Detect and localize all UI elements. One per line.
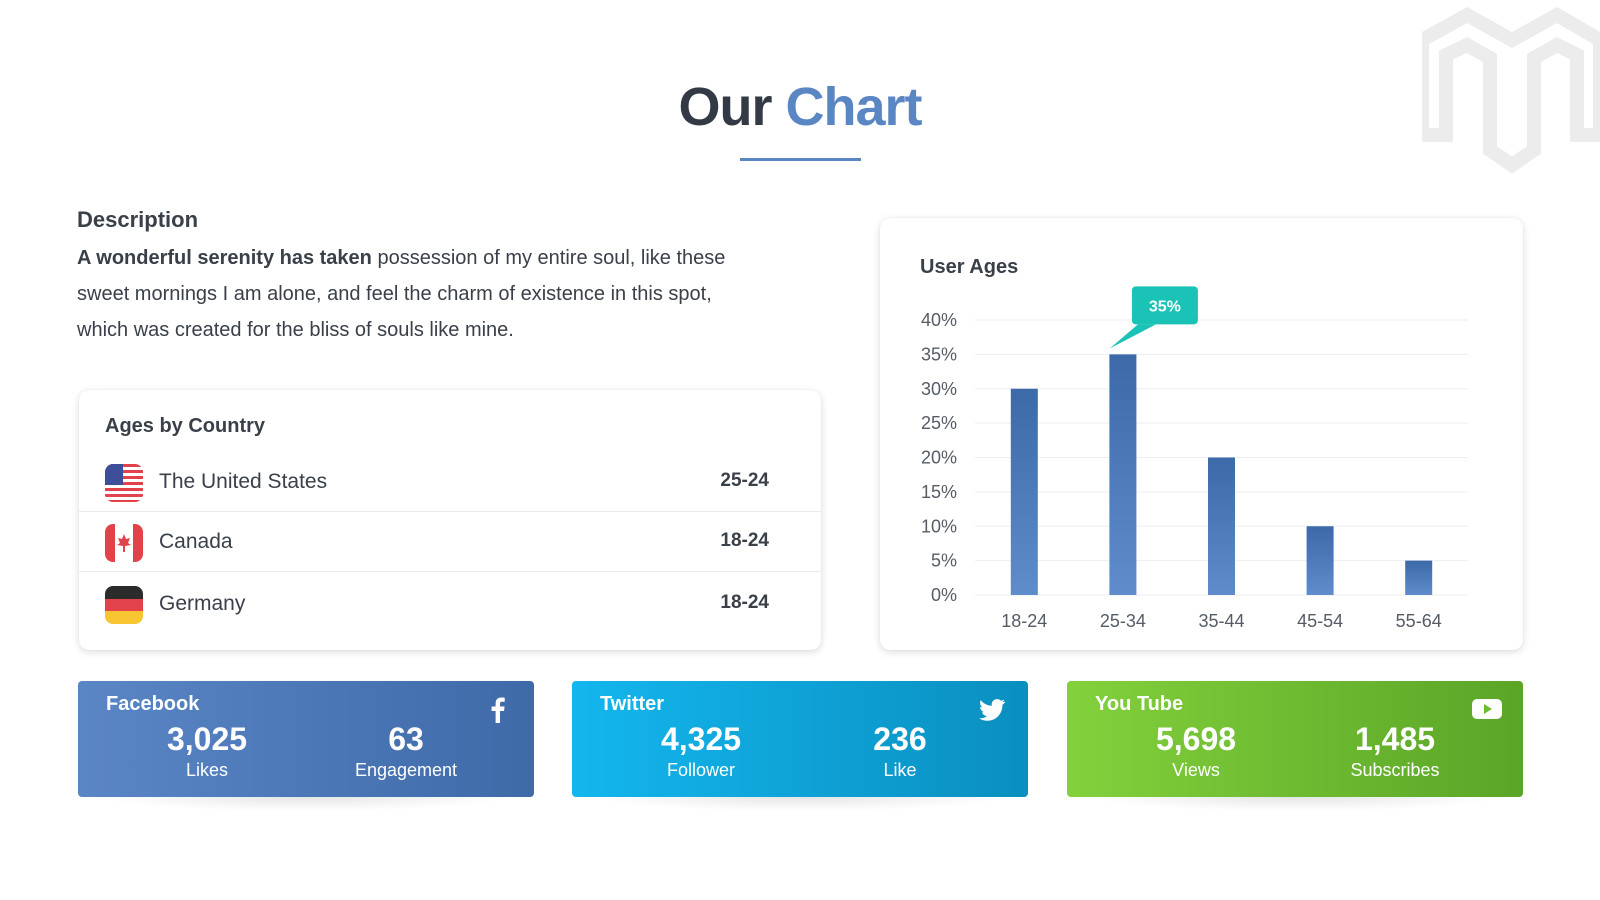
stat-value: 3,025 [166, 721, 248, 757]
social-stat: 4,325 Follower [621, 719, 781, 781]
country-name: The United States [159, 470, 328, 493]
chart-title: User Ages [920, 256, 1019, 278]
user-ages-chart-card: User Ages 0% 5% 10% 15% 20% 25% 30% 35% 40% 18-24… [880, 218, 1523, 650]
stat-value: 236 [873, 721, 927, 757]
page-title: Our Chart [0, 76, 1600, 138]
title-underline [740, 158, 861, 161]
y-tick-label: 35% [921, 344, 957, 364]
country-name: Canada [159, 530, 233, 553]
bar [1109, 354, 1137, 595]
stat-value: 63 [388, 721, 424, 757]
x-tick-label: 35-44 [1198, 611, 1244, 631]
country-age: 25-24 [720, 470, 769, 491]
stat-label: Subscribes [1350, 760, 1440, 780]
x-tick-label: 45-54 [1297, 611, 1343, 631]
stat-label: Likes [185, 760, 229, 780]
youtube-icon[interactable] [1471, 693, 1503, 725]
brand-logo-watermark [1422, 6, 1600, 174]
y-tick-label: 20% [921, 448, 957, 468]
country-age: 18-24 [720, 530, 769, 551]
description-text: A wonderful serenity has taken possessio… [77, 240, 727, 348]
ages-by-country-title: Ages by Country [105, 415, 266, 437]
callout-label: 35% [1149, 298, 1181, 315]
y-tick-label: 10% [921, 516, 957, 536]
x-tick-label: 18-24 [1001, 611, 1047, 631]
country-row: Germany 18-24 [79, 574, 821, 634]
page-title-accent: Chart [785, 77, 923, 137]
bar [1208, 457, 1235, 595]
description-text-rest: possession of my entire soul, like these… [77, 247, 726, 341]
bar [1306, 526, 1334, 595]
social-stat: 63 Engagement [326, 719, 486, 781]
facebook-card: Facebook 3,025 Likes 63 Engagement [78, 681, 534, 811]
bar [1405, 560, 1433, 595]
canada-flag-icon [105, 524, 143, 562]
page-title-main: Our [678, 77, 772, 137]
y-tick-label: 15% [921, 482, 957, 502]
social-name: Twitter [600, 693, 665, 715]
social-stat: 3,025 Likes [127, 719, 287, 781]
y-tick-label: 30% [921, 379, 957, 399]
twitter-icon[interactable] [976, 693, 1008, 725]
social-name: You Tube [1095, 693, 1184, 715]
x-tick-label: 55-64 [1396, 611, 1442, 631]
social-stat: 1,485 Subscribes [1315, 719, 1475, 781]
country-row: The United States 25-24 [79, 452, 821, 512]
description-text-bold: A wonderful serenity has taken [77, 247, 372, 269]
stat-value: 5,698 [1155, 721, 1237, 757]
stat-label: Follower [666, 760, 736, 780]
y-tick-label: 25% [921, 413, 957, 433]
social-stat: 236 Like [820, 719, 980, 781]
germany-flag-icon [105, 586, 143, 624]
bar [1010, 388, 1038, 595]
y-tick-label: 0% [931, 585, 957, 605]
stat-label: Like [883, 760, 917, 780]
social-name: Facebook [106, 693, 200, 715]
user-ages-bar-chart: 0% 5% 10% 15% 20% 25% 30% 35% 40% 18-24 25-34 35% 35… [921, 286, 1468, 631]
stat-label: Engagement [354, 760, 458, 780]
x-tick-label: 25-34 [1100, 611, 1146, 631]
us-flag-icon [105, 464, 143, 502]
facebook-icon[interactable] [482, 693, 514, 725]
y-tick-label: 5% [931, 551, 957, 571]
ages-by-country-card: Ages by Country The United States 25-24 [79, 390, 821, 650]
stat-value: 4,325 [660, 721, 742, 757]
stat-value: 1,485 [1354, 721, 1436, 757]
social-stat: 5,698 Views [1116, 719, 1276, 781]
youtube-card: You Tube 5,698 Views 1,485 Subscribes [1067, 681, 1523, 811]
country-age: 18-24 [720, 592, 769, 613]
description-heading: Description [77, 207, 199, 232]
callout-pointer [1109, 324, 1156, 349]
y-tick-label: 40% [921, 310, 957, 330]
twitter-card: Twitter 4,325 Follower 236 Like [572, 681, 1028, 811]
country-row: Canada 18-24 [79, 512, 821, 572]
callout-bubble [1131, 286, 1198, 325]
stat-label: Views [1172, 760, 1220, 780]
country-name: Germany [159, 592, 246, 615]
